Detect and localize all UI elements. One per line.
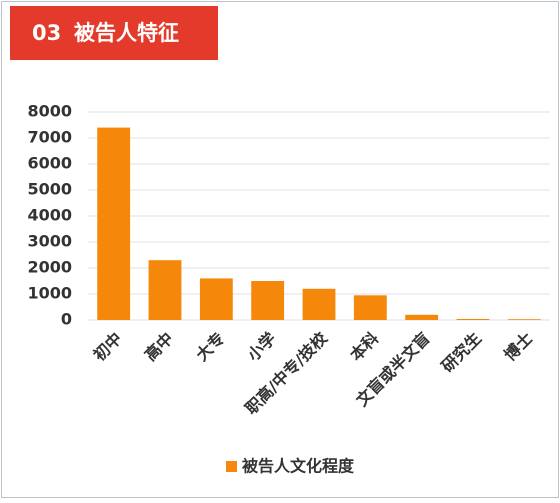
legend-label: 被告人文化程度 — [242, 457, 355, 476]
y-tick-label: 3000 — [27, 232, 72, 251]
bar — [353, 295, 387, 320]
bar — [302, 288, 336, 320]
header-banner — [10, 6, 218, 60]
header-number: 03 — [32, 21, 61, 45]
y-tick-label: 4000 — [27, 206, 72, 225]
bar — [456, 318, 490, 320]
y-tick-label: 0 — [61, 310, 72, 329]
y-tick-label: 2000 — [27, 258, 72, 277]
bar — [251, 281, 285, 320]
header-title: 被告人特征 — [74, 21, 179, 45]
legend-swatch — [226, 461, 237, 472]
bar — [148, 260, 182, 320]
bar — [405, 314, 439, 320]
y-tick-label: 5000 — [27, 180, 72, 199]
y-tick-label: 1000 — [27, 284, 72, 303]
y-tick-label: 7000 — [27, 128, 72, 147]
y-tick-label: 6000 — [27, 154, 72, 173]
y-tick-label: 8000 — [27, 102, 72, 121]
bar — [199, 278, 233, 320]
bar — [97, 127, 131, 320]
bar — [507, 319, 541, 320]
